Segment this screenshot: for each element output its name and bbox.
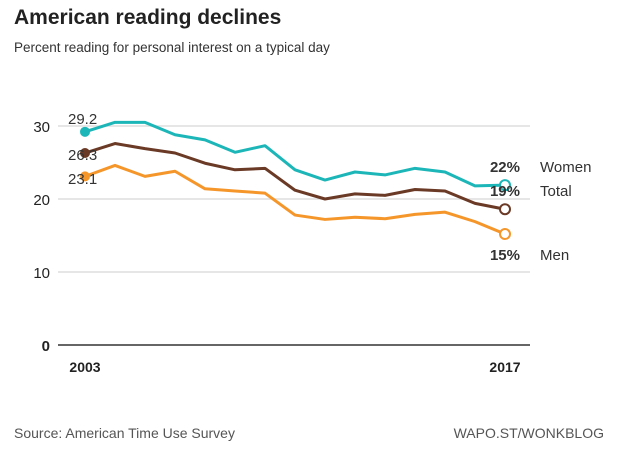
data-point	[80, 148, 90, 159]
chart-subtitle: Percent reading for personal interest on…	[14, 40, 330, 55]
series-label: Total	[540, 183, 572, 200]
line-chart: 0 10 20 30 2003 2017 29.2 22% Women 26.3 19% Total 2…	[33, 111, 591, 375]
chart-title: American reading declines	[14, 6, 282, 29]
end-value-label: 22%	[490, 159, 520, 176]
y-tick-label: 10	[33, 265, 50, 282]
series-line-total	[84, 142, 506, 211]
credit-link[interactable]: WAPO.ST/WONKBLOG	[453, 425, 604, 441]
start-value-label: 29.2	[68, 111, 97, 128]
data-point	[499, 203, 511, 216]
data-point	[499, 179, 511, 192]
series-line-women	[84, 120, 506, 188]
series-label: Men	[540, 247, 569, 264]
y-tick-label: 30	[33, 119, 50, 136]
data-point	[499, 228, 511, 241]
end-value-label: 19%	[490, 183, 520, 200]
y-tick-label: 0	[42, 338, 50, 355]
source-note: Source: American Time Use Survey	[14, 425, 235, 441]
start-value-label: 23.1	[68, 171, 97, 188]
x-tick-label: 2003	[69, 359, 100, 375]
data-point	[80, 171, 90, 182]
start-value-label: 26.3	[68, 147, 97, 164]
data-point	[80, 126, 90, 137]
y-tick-label: 20	[33, 192, 50, 209]
x-tick-label: 2017	[489, 359, 520, 375]
series-line-men	[84, 163, 506, 236]
series-label: Women	[540, 159, 591, 176]
end-value-label: 15%	[490, 247, 520, 264]
